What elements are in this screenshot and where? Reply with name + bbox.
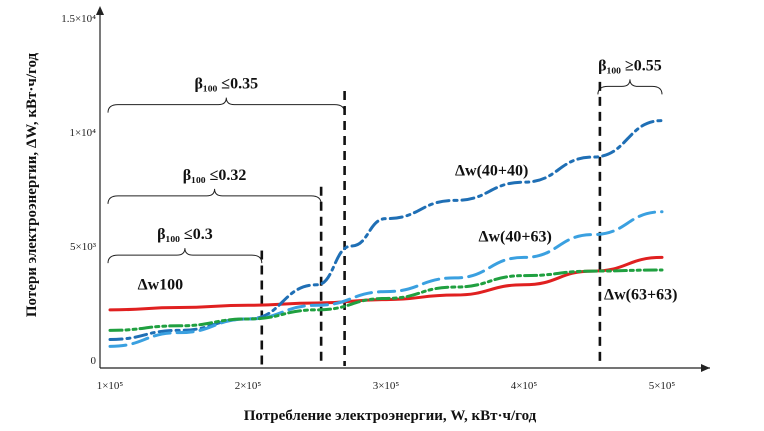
series-label: Δw100 [138, 276, 184, 293]
series-line [108, 119, 664, 341]
series-label: Δw(40+63) [478, 228, 551, 245]
annotation-brackets: β₁₀₀ ≤0.35 β₁₀₀ ≤0.32 β₁₀₀ ≤0.3 β₁₀₀ ≥0.55 [107, 57, 663, 264]
series-line [108, 210, 664, 348]
x-tick-label: 4×10⁵ [511, 380, 538, 392]
series-label: Δw(40+40) [455, 162, 528, 179]
x-tick-label: 5×10⁵ [649, 380, 676, 392]
y-tick-label: 5×10³ [70, 241, 97, 253]
x-tick-label: 1×10⁵ [97, 380, 124, 392]
series-line [108, 255, 664, 312]
tick-labels: 1×10⁵ 2×10⁵ 3×10⁵ 4×10⁵ 5×10⁵ 0 5×10³ 1×10⁴ 1.5×… [61, 13, 675, 392]
x-tick-label: 3×10⁵ [373, 380, 400, 392]
y-axis-arrow [96, 6, 104, 15]
annotation-bracket [107, 188, 322, 204]
annotation-bracket [107, 248, 263, 264]
x-tick-label: 2×10⁵ [235, 380, 262, 392]
x-axis-arrow [701, 364, 710, 372]
vertical-markers [260, 81, 602, 366]
series-labels: Δw100 Δw(40+40) Δw(40+63) Δw(63+63) [138, 162, 678, 303]
annotation-bracket [597, 79, 663, 95]
y-tick-label: 0 [91, 355, 97, 367]
axes [96, 6, 710, 372]
series-label: Δw(63+63) [604, 287, 677, 304]
annotation-label: β₁₀₀ ≤0.32 [183, 167, 247, 184]
x-axis-label: Потребление электроэнергии, W, кВт·ч/год [244, 408, 537, 424]
annotation-bracket [107, 97, 346, 113]
annotation-label: β₁₀₀ ≥0.55 [598, 57, 662, 74]
annotation-label: β₁₀₀ ≤0.35 [194, 76, 258, 93]
series-lines [108, 119, 664, 348]
y-axis-label: Потери электроэнергии, ΔW, кВт·ч/год [24, 52, 40, 317]
y-tick-label: 1.5×10⁴ [61, 13, 96, 25]
y-tick-label: 1×10⁴ [69, 127, 96, 139]
series-line [108, 268, 664, 332]
annotation-label: β₁₀₀ ≤0.3 [157, 226, 213, 243]
